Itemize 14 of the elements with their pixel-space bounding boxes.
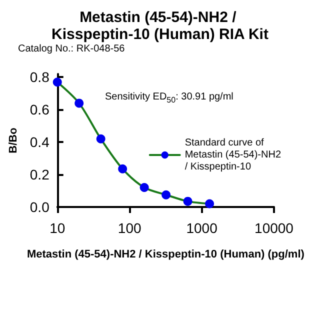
chart-title: Metastin (45-54)-NH2 / Kisspeptin-10 (Human) RIA Kit [52, 9, 268, 43]
x-tick-label: 1000 [186, 220, 218, 236]
x-axis-title: Metastin (45-54)-NH2 / Kisspeptin-10 (Human) (pg/ml) [26, 248, 305, 260]
y-tick-label: 0.6 [30, 102, 50, 118]
y-tick-label: 0.8 [30, 69, 50, 86]
y-tick-label: 0.2 [30, 166, 50, 183]
x-tick-label: 100 [118, 220, 142, 236]
y-tick-label: 0.4 [30, 134, 50, 150]
y-tick-label: 0.0 [30, 199, 50, 215]
y-axis-title: B/Bo [8, 127, 20, 154]
text: Catalog No.: RK-048-56 [18, 44, 126, 54]
x-tick-label: 10000 [254, 220, 294, 236]
legend-label: Standard curve of Metastin (45-54)-NH2 / Kisspeptin-10 [184, 138, 282, 172]
x-tick-label: 10 [50, 220, 66, 236]
